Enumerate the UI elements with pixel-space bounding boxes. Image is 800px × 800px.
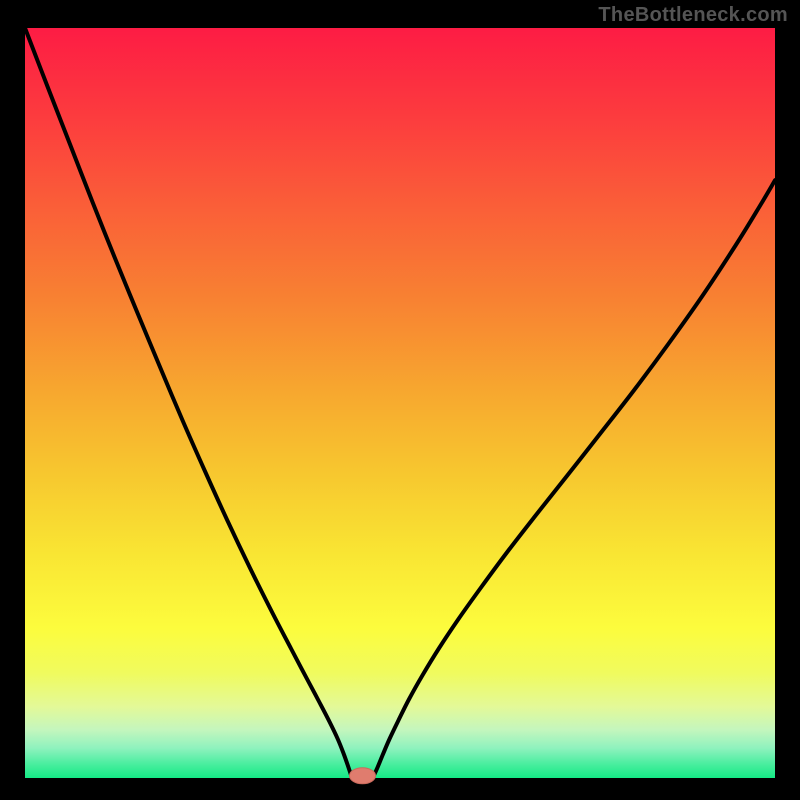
watermark-text: TheBottleneck.com xyxy=(598,4,788,27)
minimum-marker xyxy=(350,768,376,784)
plot-area xyxy=(25,28,775,778)
plot-frame: TheBottleneck.com xyxy=(0,0,800,800)
bottleneck-chart xyxy=(0,0,800,800)
